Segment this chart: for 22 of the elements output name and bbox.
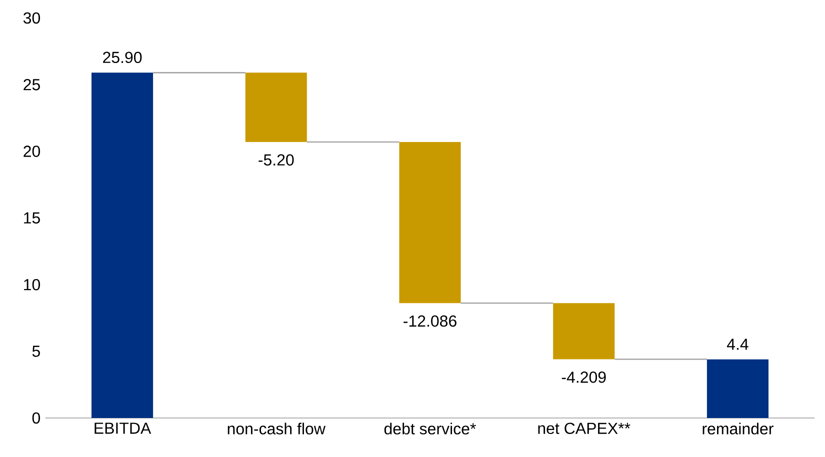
x-tick-label: debt service* bbox=[384, 422, 476, 434]
x-tick-label: remainder bbox=[702, 422, 774, 434]
x-tick-label: EBITDA bbox=[94, 422, 152, 434]
bar bbox=[553, 303, 615, 360]
y-tick-label: 30 bbox=[23, 12, 40, 24]
y-tick-label: 15 bbox=[24, 212, 40, 224]
x-tick-label: non-cash flow bbox=[228, 422, 326, 434]
bar bbox=[92, 72, 154, 418]
y-tick-label: 10 bbox=[24, 279, 40, 290]
y-tick-label: 0 bbox=[32, 412, 40, 424]
data-label: -4.209 bbox=[562, 372, 606, 383]
data-label: -5.20 bbox=[258, 154, 294, 166]
bar bbox=[399, 142, 461, 304]
data-label: 25.90 bbox=[103, 52, 142, 64]
bar bbox=[706, 359, 768, 418]
x-tick-label: net CAPEX** bbox=[538, 422, 630, 434]
data-label: -12.086 bbox=[404, 315, 456, 327]
y-tick-label: 20 bbox=[24, 146, 40, 157]
data-label: 4.4 bbox=[726, 338, 748, 350]
y-tick-label: 25 bbox=[24, 79, 40, 90]
bar bbox=[245, 72, 307, 142]
y-tick-label: 5 bbox=[32, 346, 40, 357]
